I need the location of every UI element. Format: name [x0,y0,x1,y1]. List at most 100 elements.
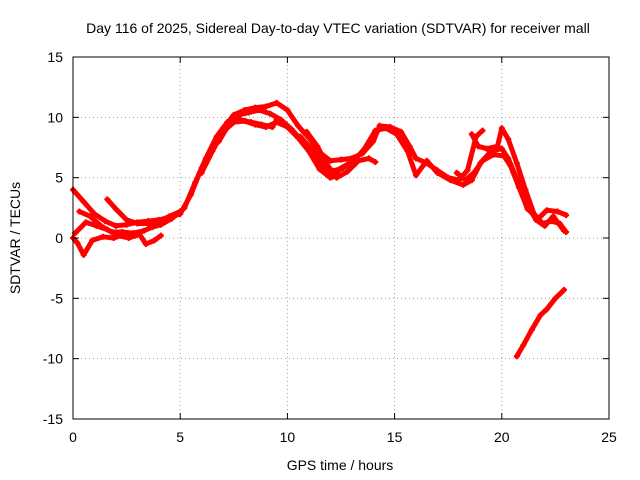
data-point [198,169,205,176]
data-point [93,222,100,229]
data-point [447,177,454,184]
data-point [100,233,107,240]
data-point [563,228,570,235]
data-point [104,196,111,203]
data-point [498,145,505,152]
data-point [479,127,486,134]
data-point [413,172,420,179]
data-point [406,143,413,150]
data-point [151,237,158,244]
data-point [470,169,477,176]
y-axis-label: SDTVAR / TECUs [7,182,23,294]
data-point [563,212,570,219]
data-point [423,157,430,164]
data-point [528,326,535,333]
data-point [494,143,501,150]
data-point [554,208,561,215]
y-tick-label: 15 [47,49,63,65]
data-point [344,168,351,175]
data-point [365,155,372,162]
data-point [76,208,83,215]
data-point [192,179,199,186]
data-point [112,222,119,229]
data-point [87,213,94,220]
data-point [110,235,117,241]
data-point [269,123,276,130]
x-tick-label: 15 [387,429,403,445]
data-point [530,210,537,217]
data-point [479,157,486,164]
data-point [507,162,514,169]
data-point [404,148,411,155]
axis-ticks: 0 5 10 15 20 25 -15 -10 -5 0 5 10 15 [43,49,617,445]
data-point [80,198,87,205]
data-point [177,208,184,215]
data-point [89,237,96,244]
data-point [505,136,512,143]
data-point [273,99,280,106]
data-point [490,151,497,158]
data-point [393,131,400,138]
data-point [383,125,390,132]
data-point [524,206,531,213]
data-point [307,145,314,152]
data-point [155,218,162,225]
data-point [181,204,188,211]
data-point [372,158,379,165]
data-point [413,155,420,162]
data-point [273,116,280,123]
data-point [327,157,334,164]
x-tick-label: 0 [69,429,77,445]
gridlines [73,57,609,419]
data-point [556,220,563,227]
data-point [314,143,321,150]
data-point [333,167,340,174]
data-point [258,121,265,128]
series-track-d [70,231,139,258]
data-point [316,166,323,173]
data-point [267,110,274,117]
data-point [256,107,263,114]
data-point [140,227,147,234]
y-tick-label: -5 [51,290,64,306]
data-point [333,174,340,181]
data-point [166,213,173,220]
data-point [149,224,156,231]
data-point [372,127,379,134]
data-point [102,218,109,225]
data-point [322,160,329,167]
data-point [434,169,441,176]
data-point [398,128,405,135]
data-point [543,207,550,214]
data-point [303,128,310,135]
chart-title: Day 116 of 2025, Sidereal Day-to-day VTE… [86,20,590,36]
data-point [483,145,490,152]
data-point [475,143,482,150]
y-tick-label: 10 [47,109,63,125]
data-point [327,174,334,181]
data-point [543,306,550,313]
data-point [74,239,81,246]
data-point [142,241,149,248]
series-track-l [513,286,567,360]
data-point [361,145,368,152]
data-point [262,103,269,110]
y-tick-label: -10 [43,351,63,367]
x-tick-label: 5 [176,429,184,445]
data-point [80,251,87,258]
data-point [91,210,98,217]
series-line [304,129,359,181]
data-point [453,169,460,176]
series-track-i [303,128,360,181]
data-point [522,186,529,193]
x-tick-label: 25 [601,429,617,445]
data-point [460,181,467,188]
data-point [297,133,304,140]
data-point [520,342,527,349]
data-series [70,99,570,360]
data-point [552,295,559,302]
data-point [82,219,89,226]
data-point [498,125,505,132]
x-tick-label: 10 [280,429,296,445]
series-track-h [297,133,379,174]
